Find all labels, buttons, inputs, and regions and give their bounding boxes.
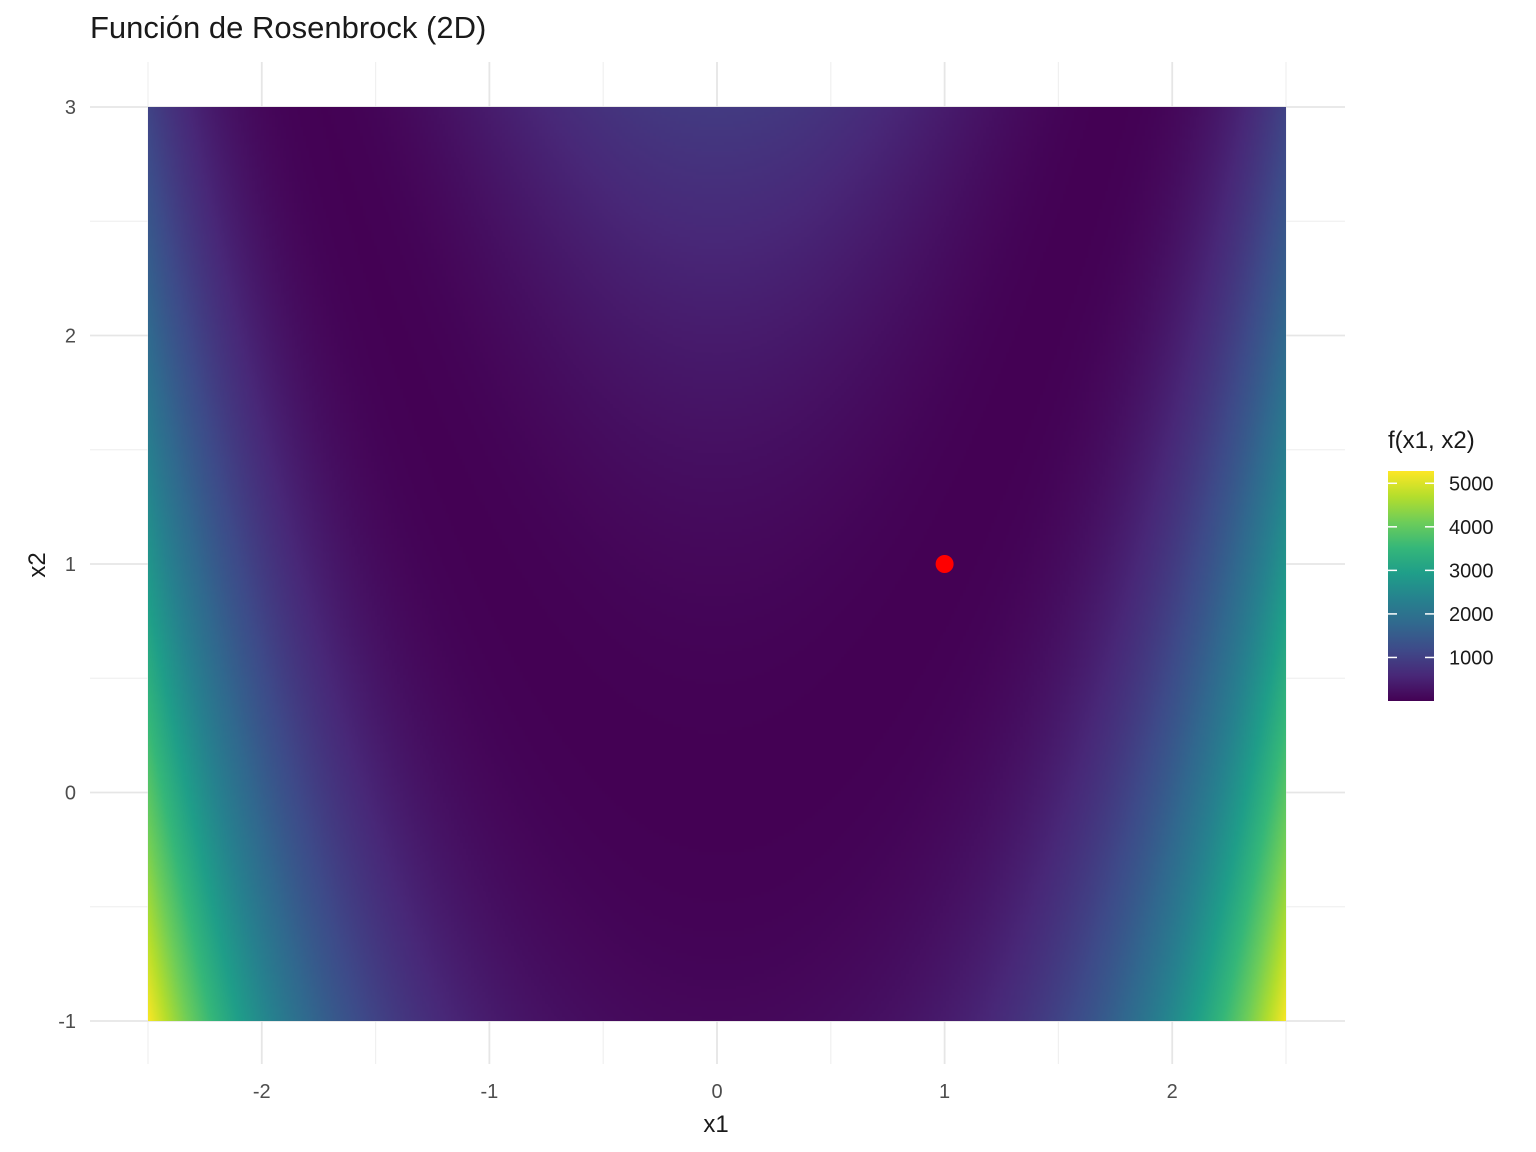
colorbar-tick-label: 2000 [1449, 604, 1494, 626]
y-tick-label: 3 [65, 97, 76, 119]
colorbar-tick-label: 4000 [1449, 517, 1494, 539]
x-tick-labels: -2 -1 0 1 2 [253, 1081, 1178, 1103]
x-tick-label: -1 [481, 1081, 499, 1103]
x-axis-label: x1 [703, 1111, 728, 1138]
y-tick-label: 1 [65, 554, 76, 576]
x-tick-label: 0 [711, 1081, 722, 1103]
heatmap-surface [148, 107, 1286, 1021]
y-tick-labels: -1 0 1 2 3 [58, 97, 76, 1033]
x-tick-label: 1 [939, 1081, 950, 1103]
legend-title: f(x1, x2) [1388, 427, 1475, 454]
colorbar-tick-label: 5000 [1449, 473, 1494, 495]
points-layer [935, 555, 954, 573]
y-tick-label: -1 [58, 1011, 76, 1033]
colorbar-ticks: 1000 2000 3000 4000 5000 [1388, 473, 1494, 669]
y-axis-label: x2 [24, 552, 51, 577]
x-tick-label: -2 [253, 1081, 271, 1103]
chart-title: Función de Rosenbrock (2D) [90, 10, 487, 45]
x-tick-label: 2 [1167, 1081, 1178, 1103]
y-tick-label: 2 [65, 326, 76, 348]
colorbar-tick-label: 1000 [1449, 647, 1494, 669]
minimum-point [935, 555, 954, 573]
colorbar [1388, 471, 1434, 701]
y-tick-label: 0 [65, 783, 76, 805]
colorbar-tick-label: 3000 [1449, 560, 1494, 582]
